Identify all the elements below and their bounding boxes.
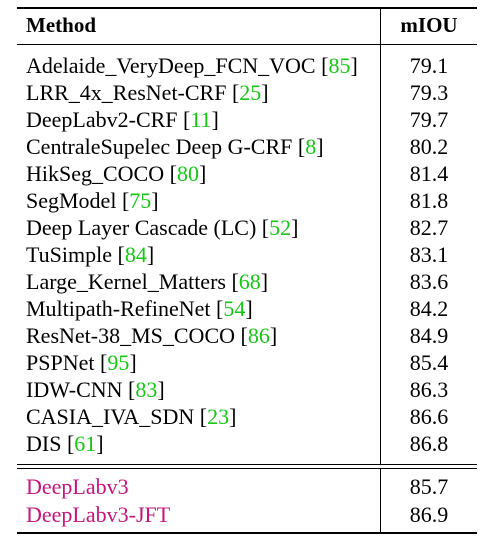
citation-link[interactable]: 68 [238,269,261,294]
table-row-method: SegModel [75] [26,188,159,213]
table-row-method: Multipath-RefineNet [54] [26,296,253,321]
citation-link[interactable]: 85 [328,53,351,78]
table-row-miou: 79.3 [409,80,449,105]
citation-link[interactable]: 86 [247,323,270,348]
method-name: LRR_4x_ResNet-CRF [26,80,227,105]
ours-row-miou: 86.9 [409,502,449,527]
citation-link[interactable]: 25 [239,80,262,105]
table-row-method: Large_Kernel_Matters [68] [26,269,269,294]
citation-link[interactable]: 23 [207,404,230,429]
method-name: CentraleSupelec Deep G-CRF [26,134,293,159]
table-row-miou: 84.9 [409,323,449,348]
citation-link[interactable]: 80 [176,161,199,186]
table-row-miou: 81.8 [409,188,449,213]
table-row-method: HikSeg_COCO [80] [26,161,207,186]
method-name: Multipath-RefineNet [26,296,211,321]
table-row-method: DeepLabv2-CRF [11] [26,107,219,132]
results-table: Method mIOU Adelaide_VeryDeep_FCN_VOC [8… [17,7,477,534]
ours-row-miou: 85.7 [409,474,449,499]
bottom-rule [17,532,477,534]
header-method: Method [26,13,96,37]
table-row-miou: 86.3 [409,377,449,402]
table-row-miou: 83.1 [409,242,449,267]
method-name: TuSimple [26,242,113,267]
citation-link[interactable]: 8 [305,134,317,159]
table-row-miou: 81.4 [409,161,449,186]
citation-link[interactable]: 75 [129,188,152,213]
table-row-method: DIS [61] [26,431,104,456]
method-name: DIS [26,431,62,456]
table-row-method: CentraleSupelec Deep G-CRF [8] [26,134,324,159]
table-row-miou: 80.2 [409,134,449,159]
citation-link[interactable]: 95 [107,350,130,375]
top-rule [17,7,477,9]
method-name: SegModel [26,188,117,213]
table-row-method: TuSimple [84] [26,242,155,267]
method-name: Deep Layer Cascade (LC) [26,215,257,240]
ours-separator-rule-2 [17,468,477,469]
citation-link[interactable]: 11 [190,107,212,132]
method-name: CASIA_IVA_SDN [26,404,195,429]
table-row-miou: 86.8 [409,431,449,456]
ours-separator-rule-1 [17,464,477,465]
table-row-method: Adelaide_VeryDeep_FCN_VOC [85] [26,53,358,78]
table-row-method: IDW-CNN [83] [26,377,165,402]
column-divider-top [380,7,381,465]
method-name: IDW-CNN [26,377,123,402]
table-row-miou: 79.7 [409,107,449,132]
table-row-miou: 86.6 [409,404,449,429]
table-row-miou: 84.2 [409,296,449,321]
method-name: ResNet-38_MS_COCO [26,323,236,348]
citation-link[interactable]: 84 [124,242,147,267]
table-row-method: LRR_4x_ResNet-CRF [25] [26,80,269,105]
table-row-method: PSPNet [95] [26,350,137,375]
header-rule [17,44,477,45]
method-name: DeepLabv2-CRF [26,107,178,132]
header-miou: mIOU [400,13,458,37]
citation-link[interactable]: 52 [269,215,292,240]
table-row-method: Deep Layer Cascade (LC) [52] [26,215,299,240]
table-row-miou: 85.4 [409,350,449,375]
method-name: Adelaide_VeryDeep_FCN_VOC [26,53,316,78]
method-name: HikSeg_COCO [26,161,165,186]
table-row-miou: 79.1 [409,53,449,78]
citation-link[interactable]: 54 [223,296,246,321]
table-row-miou: 83.6 [409,269,449,294]
method-name: Large_Kernel_Matters [26,269,226,294]
ours-row-method: DeepLabv3-JFT [26,502,171,527]
column-divider-bottom [380,468,381,534]
table-row-method: CASIA_IVA_SDN [23] [26,404,237,429]
ours-row-method: DeepLabv3 [26,474,129,499]
table-row-miou: 82.7 [409,215,449,240]
table-row-method: ResNet-38_MS_COCO [86] [26,323,278,348]
citation-link[interactable]: 83 [135,377,158,402]
method-name: PSPNet [26,350,95,375]
citation-link[interactable]: 61 [74,431,97,456]
